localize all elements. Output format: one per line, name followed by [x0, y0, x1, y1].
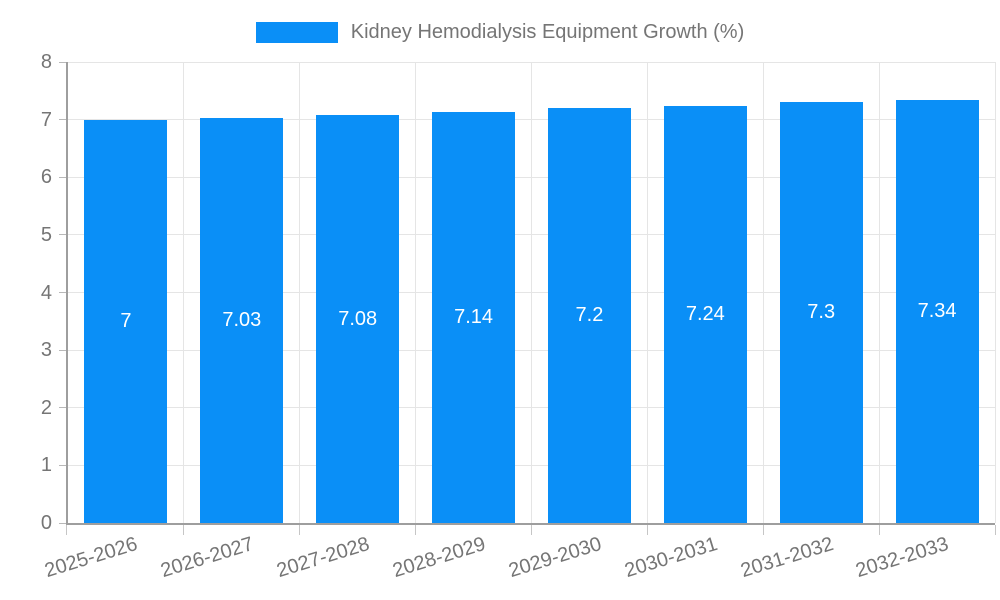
bar-2027-2028[interactable]: 7.08 [316, 115, 400, 523]
bar-value-label: 7.08 [338, 307, 378, 330]
bar-value-label: 7.14 [454, 305, 494, 328]
x-axis-tick-label: 2027-2028 [274, 533, 373, 583]
bar-2026-2027[interactable]: 7.03 [200, 117, 284, 523]
bar-2031-2032[interactable]: 7.3 [779, 102, 863, 523]
y-tick-mark [59, 234, 66, 236]
x-gridline [183, 62, 185, 523]
y-tick-mark [59, 349, 66, 351]
y-tick-mark [59, 407, 66, 409]
x-gridline [646, 62, 648, 523]
bar-value-label: 7.24 [685, 302, 725, 325]
bar-value-label: 7 [120, 309, 132, 332]
bar-2030-2031[interactable]: 7.24 [663, 105, 747, 523]
y-tick-mark [59, 61, 66, 63]
bar-2029-2030[interactable]: 7.2 [547, 108, 631, 523]
x-gridline [878, 62, 880, 523]
x-axis-tick-label: 2029-2030 [505, 533, 604, 583]
x-tick-mark [299, 525, 301, 535]
x-gridline [531, 62, 532, 523]
y-axis-tick-label: 2 [40, 396, 52, 419]
bar-value-label: 7.34 [917, 300, 957, 323]
y-axis-tick-label: 6 [40, 166, 52, 189]
bar-value-label: 7.3 [807, 301, 836, 324]
y-axis-tick-label: 7 [40, 108, 52, 131]
x-tick-mark [531, 525, 532, 535]
x-tick-mark [878, 525, 880, 535]
y-axis-tick-label: 0 [40, 512, 52, 534]
x-axis-tick-label: 2031-2032 [737, 533, 836, 583]
y-tick-mark [59, 292, 66, 293]
y-axis-tick-label: 5 [40, 223, 52, 246]
x-gridline [762, 62, 764, 523]
legend-swatch [255, 21, 338, 43]
y-axis-tick-label: 4 [40, 281, 52, 304]
bar-2032-2033[interactable]: 7.34 [895, 100, 979, 523]
y-axis-tick-label: 3 [40, 339, 52, 362]
x-tick-mark [65, 525, 67, 535]
bar-2028-2029[interactable]: 7.14 [432, 111, 516, 523]
y-tick-mark [59, 464, 66, 466]
bar-2025-2026[interactable]: 7 [84, 119, 168, 523]
x-axis-tick-label: 2026-2027 [158, 533, 257, 583]
legend-label: Kidney Hemodialysis Equipment Growth (%) [350, 21, 745, 43]
x-axis-tick-label: 2032-2033 [853, 533, 952, 583]
x-tick-mark [994, 525, 996, 535]
y-axis-tick-label: 1 [40, 454, 52, 477]
x-axis-tick-label: 2030-2031 [621, 533, 720, 583]
x-gridline [994, 62, 996, 523]
y-tick-mark [59, 522, 66, 524]
x-tick-mark [415, 525, 417, 535]
bar-value-label: 7.2 [575, 304, 604, 327]
x-axis-tick-label: 2025-2026 [42, 533, 141, 583]
x-gridline [299, 62, 301, 523]
x-axis-tick-label: 2028-2029 [390, 533, 488, 583]
x-tick-mark [183, 525, 185, 535]
x-gridline [415, 62, 417, 523]
legend-item[interactable]: Kidney Hemodialysis Equipment Growth (%) [0, 18, 1000, 46]
bar-value-label: 7.03 [222, 308, 262, 331]
y-axis-tick-label: 8 [40, 51, 52, 73]
plot-area: 7 7.03 7.08 7.14 7.2 7.24 7.3 7.34 [66, 61, 996, 525]
y-tick-mark [59, 176, 66, 178]
x-tick-mark [762, 525, 764, 535]
y-tick-mark [59, 119, 66, 121]
x-tick-mark [646, 525, 648, 535]
